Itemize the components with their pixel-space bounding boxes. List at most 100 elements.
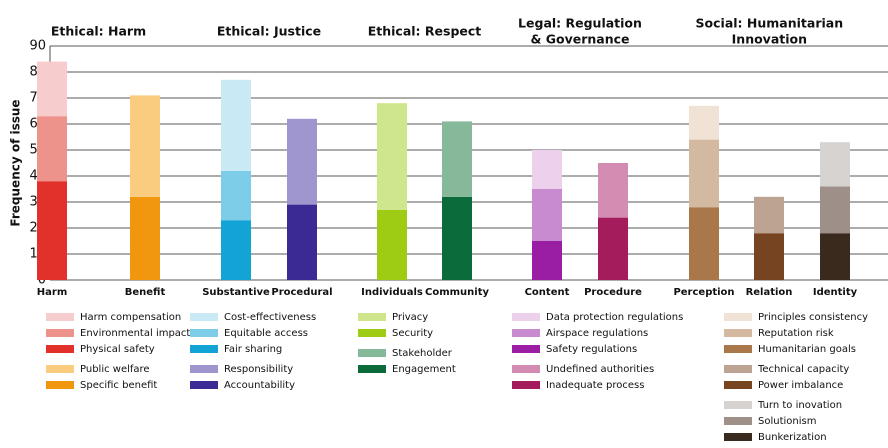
x-tick-label: Harm [37,287,67,298]
legend-swatch [724,381,752,389]
bar-segment [37,181,67,280]
legend-label: Environmental impact [80,328,190,339]
legend-swatch [724,345,752,353]
bar-segment [754,196,784,234]
legend-swatch [190,313,218,321]
legend-label: Physical safety [80,344,155,355]
legend-swatch [46,365,74,373]
bar-segment [532,189,562,241]
legend-label: Harm compensation [80,312,181,323]
bar-segment [130,95,160,197]
legend-label: Inadequate process [546,380,644,391]
x-tick-label: Benefit [125,287,166,298]
legend-label: Airspace regulations [546,328,648,339]
bar-segment [532,241,562,280]
legend-label: Engagement [392,364,456,375]
bar-segment [532,150,562,189]
bar-segment [598,163,628,218]
group-title: Innovation [732,32,807,47]
legend-label: Humanitarian goals [758,344,856,355]
bar-segment [820,186,850,234]
bar-segment [37,116,67,182]
bar-segment [820,142,850,187]
group-title: Ethical: Respect [368,24,482,39]
legend-swatch [358,365,386,373]
legend-swatch [724,433,752,441]
bar-segment [820,233,850,280]
legend-swatch [46,329,74,337]
legend-swatch [724,329,752,337]
bar-segment [287,204,317,280]
legend-swatch [190,365,218,373]
legend-label: Principles consistency [758,312,868,323]
legend-label: Responsibility [224,364,293,375]
legend-swatch [190,329,218,337]
legend-swatch [46,313,74,321]
legend-label: Undefined authorities [546,364,654,375]
legend-label: Public welfare [80,364,150,375]
x-tick-label: Individuals [361,287,423,298]
legend-label: Cost-effectiveness [224,312,316,323]
legend-swatch [358,313,386,321]
legend-swatch [512,345,540,353]
legend-swatch [46,345,74,353]
legend-label: Specific benefit [80,380,157,391]
legend-swatch [724,401,752,409]
x-tick-label: Community [425,287,489,298]
legend-swatch [358,349,386,357]
bar-segment [221,170,251,221]
legend-label: Accountability [224,380,295,391]
x-tick-label: Substantive [202,287,270,298]
x-tick-label: Perception [673,287,734,298]
legend-label: Reputation risk [758,328,834,339]
group-title: Legal: Regulation [518,16,642,31]
legend-swatch [724,417,752,425]
group-title: & Governance [530,32,629,47]
group-title: Social: Humanitarian [696,16,844,31]
legend-label: Fair sharing [224,344,282,355]
x-tick-label: Procedure [584,287,642,298]
legend-swatch [724,313,752,321]
legend-label: Technical capacity [757,364,849,375]
y-tick-label: 90 [29,39,46,54]
legend-swatch [358,329,386,337]
bar-segment [287,118,317,205]
legend-label: Safety regulations [546,344,637,355]
legend-swatch [512,365,540,373]
bar-segment [442,196,472,280]
y-axis-label: Frequency of issue [9,99,23,226]
legend-swatch [512,381,540,389]
legend-label: Bunkerization [758,432,827,443]
bar-segment [377,103,407,210]
bar-segment [130,196,160,280]
bar-segment [689,105,719,140]
group-title: Ethical: Justice [217,24,321,39]
legend-swatch [724,365,752,373]
legend-label: Power imbalance [758,380,843,391]
legend-swatch [512,313,540,321]
bar-segment [221,79,251,171]
legend-swatch [46,381,74,389]
bar-segment [689,139,719,208]
legend-label: Privacy [392,312,428,323]
legend-label: Turn to inovation [757,400,842,411]
group-title: Ethical: Harm [51,24,146,39]
x-tick-label: Procedural [271,287,332,298]
bar-segment [377,209,407,280]
x-tick-label: Relation [746,287,793,298]
bar-segment [689,207,719,280]
bar-segment [598,217,628,280]
legend-label: Security [392,328,433,339]
bar-segment [37,61,67,117]
legend-label: Stakeholder [392,348,453,359]
legend-swatch [190,381,218,389]
legend-label: Equitable access [224,328,308,339]
legend-swatch [512,329,540,337]
legend-swatch [190,345,218,353]
x-tick-label: Identity [813,287,858,298]
bar-segment [754,233,784,280]
legend-label: Solutionism [758,416,816,427]
bar-segment [442,121,472,197]
x-tick-label: Content [525,287,570,298]
